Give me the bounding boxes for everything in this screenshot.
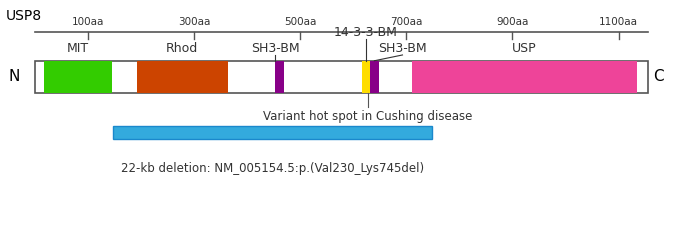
Bar <box>136 61 228 93</box>
Text: 900aa: 900aa <box>496 17 529 27</box>
Text: 500aa: 500aa <box>284 17 316 27</box>
Bar <box>362 61 370 93</box>
Text: 100aa: 100aa <box>71 17 104 27</box>
Bar <box>275 61 284 93</box>
Bar <box>44 61 112 93</box>
Bar <box>370 61 379 93</box>
Text: MIT: MIT <box>67 42 89 55</box>
Text: 22-kb deletion: NM_005154.5:p.(Val230_Lys745del): 22-kb deletion: NM_005154.5:p.(Val230_Ly… <box>121 162 424 175</box>
Text: SH3-BM: SH3-BM <box>378 42 427 55</box>
Bar <box>412 61 637 93</box>
Text: USP: USP <box>512 42 536 55</box>
Bar <box>113 126 432 139</box>
Text: USP8: USP8 <box>5 9 42 23</box>
Text: SH3-BM: SH3-BM <box>251 42 299 55</box>
Text: C: C <box>653 69 664 84</box>
Bar <box>35 61 648 93</box>
Text: 1100aa: 1100aa <box>599 17 638 27</box>
Text: N: N <box>9 69 20 84</box>
Text: 300aa: 300aa <box>177 17 210 27</box>
Text: 14-3-3-BM: 14-3-3-BM <box>334 26 398 39</box>
Text: Variant hot spot in Cushing disease: Variant hot spot in Cushing disease <box>263 110 473 123</box>
Text: Rhod: Rhod <box>166 42 199 55</box>
Text: 700aa: 700aa <box>390 17 423 27</box>
